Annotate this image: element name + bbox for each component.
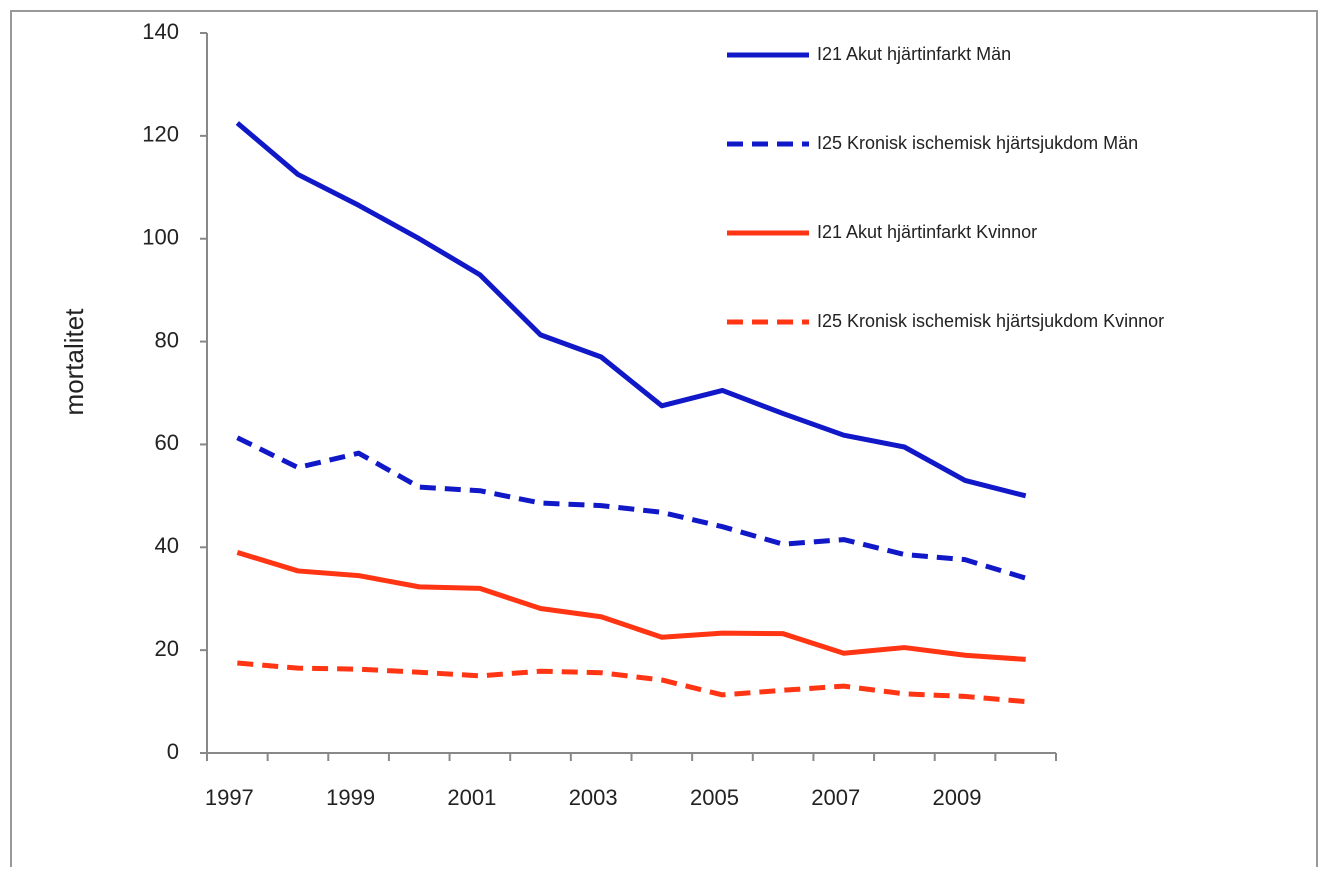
x-tick-label: 1999	[326, 785, 375, 810]
y-tick-label: 100	[142, 225, 179, 250]
x-tick-label: 2003	[569, 785, 618, 810]
y-tick-label: 80	[155, 327, 179, 352]
y-tick-label: 40	[155, 533, 179, 558]
x-tick-label: 2001	[447, 785, 496, 810]
legend-label: I21 Akut hjärtinfarkt Kvinnor	[817, 222, 1037, 242]
line-series	[236, 550, 1026, 662]
x-tick-label: 2007	[811, 785, 860, 810]
y-tick-label: 20	[155, 636, 179, 661]
legend-label: I25 Kronisk ischemisk hjärtsjukdom Män	[817, 133, 1138, 153]
y-tick-label: 60	[155, 430, 179, 455]
y-axis-label: mortalitet	[59, 308, 89, 416]
legend-label: I25 Kronisk ischemisk hjärtsjukdom Kvinn…	[817, 311, 1164, 331]
line-series	[236, 435, 1027, 581]
x-tick-label: 2005	[690, 785, 739, 810]
line-series	[237, 660, 1026, 705]
x-tick-label: 1997	[205, 785, 254, 810]
line-series	[235, 121, 1027, 499]
x-tick-label: 2009	[933, 785, 982, 810]
legend-label: I21 Akut hjärtinfarkt Män	[817, 44, 1011, 64]
frame	[10, 10, 1318, 872]
y-tick-label: 0	[167, 739, 179, 764]
y-tick-label: 120	[142, 122, 179, 147]
y-tick-label: 140	[142, 19, 179, 44]
